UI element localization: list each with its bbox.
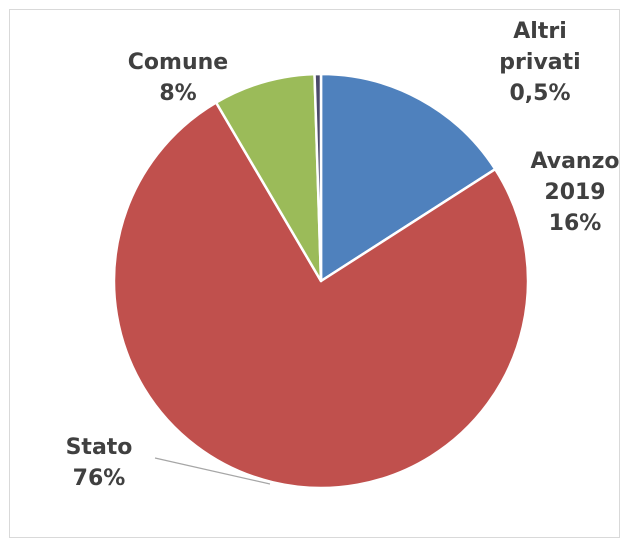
stato-leader-line: [154, 457, 271, 485]
slice-name-line: privati: [499, 50, 581, 75]
slice-label-comune: Comune 8%: [128, 47, 228, 109]
slice-name-line: Comune: [127, 50, 229, 75]
slice-name-line: Altri: [513, 19, 567, 44]
pie-slice-stato: [112, 101, 530, 490]
pie-slice-avanzo-2019: [319, 72, 497, 283]
slice-value-label: 8%: [159, 81, 197, 106]
pie-slice-comune: [214, 72, 323, 283]
slice-label-avanzo-2019: Avanzo 2019 16%: [530, 146, 619, 239]
slice-value-label: 0,5%: [509, 81, 571, 106]
slice-name-line: Stato: [65, 435, 133, 460]
slice-label-altri-privati: Altri privati 0,5%: [499, 16, 580, 109]
slice-name-line: 2019: [544, 180, 606, 205]
slice-value-label: 76%: [72, 466, 126, 491]
slice-label-stato: Stato 76%: [66, 432, 133, 494]
slice-name-line: Avanzo: [530, 149, 620, 174]
slice-value-label: 16%: [548, 211, 602, 236]
pie-slice-altri-privati: [313, 72, 323, 283]
